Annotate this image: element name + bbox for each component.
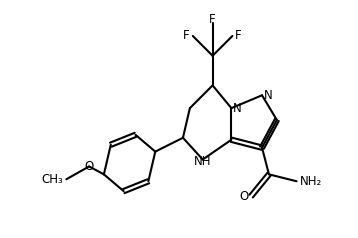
Text: O: O bbox=[239, 190, 248, 203]
Text: CH₃: CH₃ bbox=[42, 173, 63, 186]
Text: F: F bbox=[183, 30, 190, 42]
Text: F: F bbox=[209, 13, 216, 26]
Text: N: N bbox=[233, 102, 242, 115]
Text: O: O bbox=[84, 160, 94, 173]
Text: NH: NH bbox=[194, 154, 212, 168]
Text: NH₂: NH₂ bbox=[300, 175, 322, 188]
Text: F: F bbox=[235, 30, 242, 42]
Text: N: N bbox=[264, 89, 273, 102]
